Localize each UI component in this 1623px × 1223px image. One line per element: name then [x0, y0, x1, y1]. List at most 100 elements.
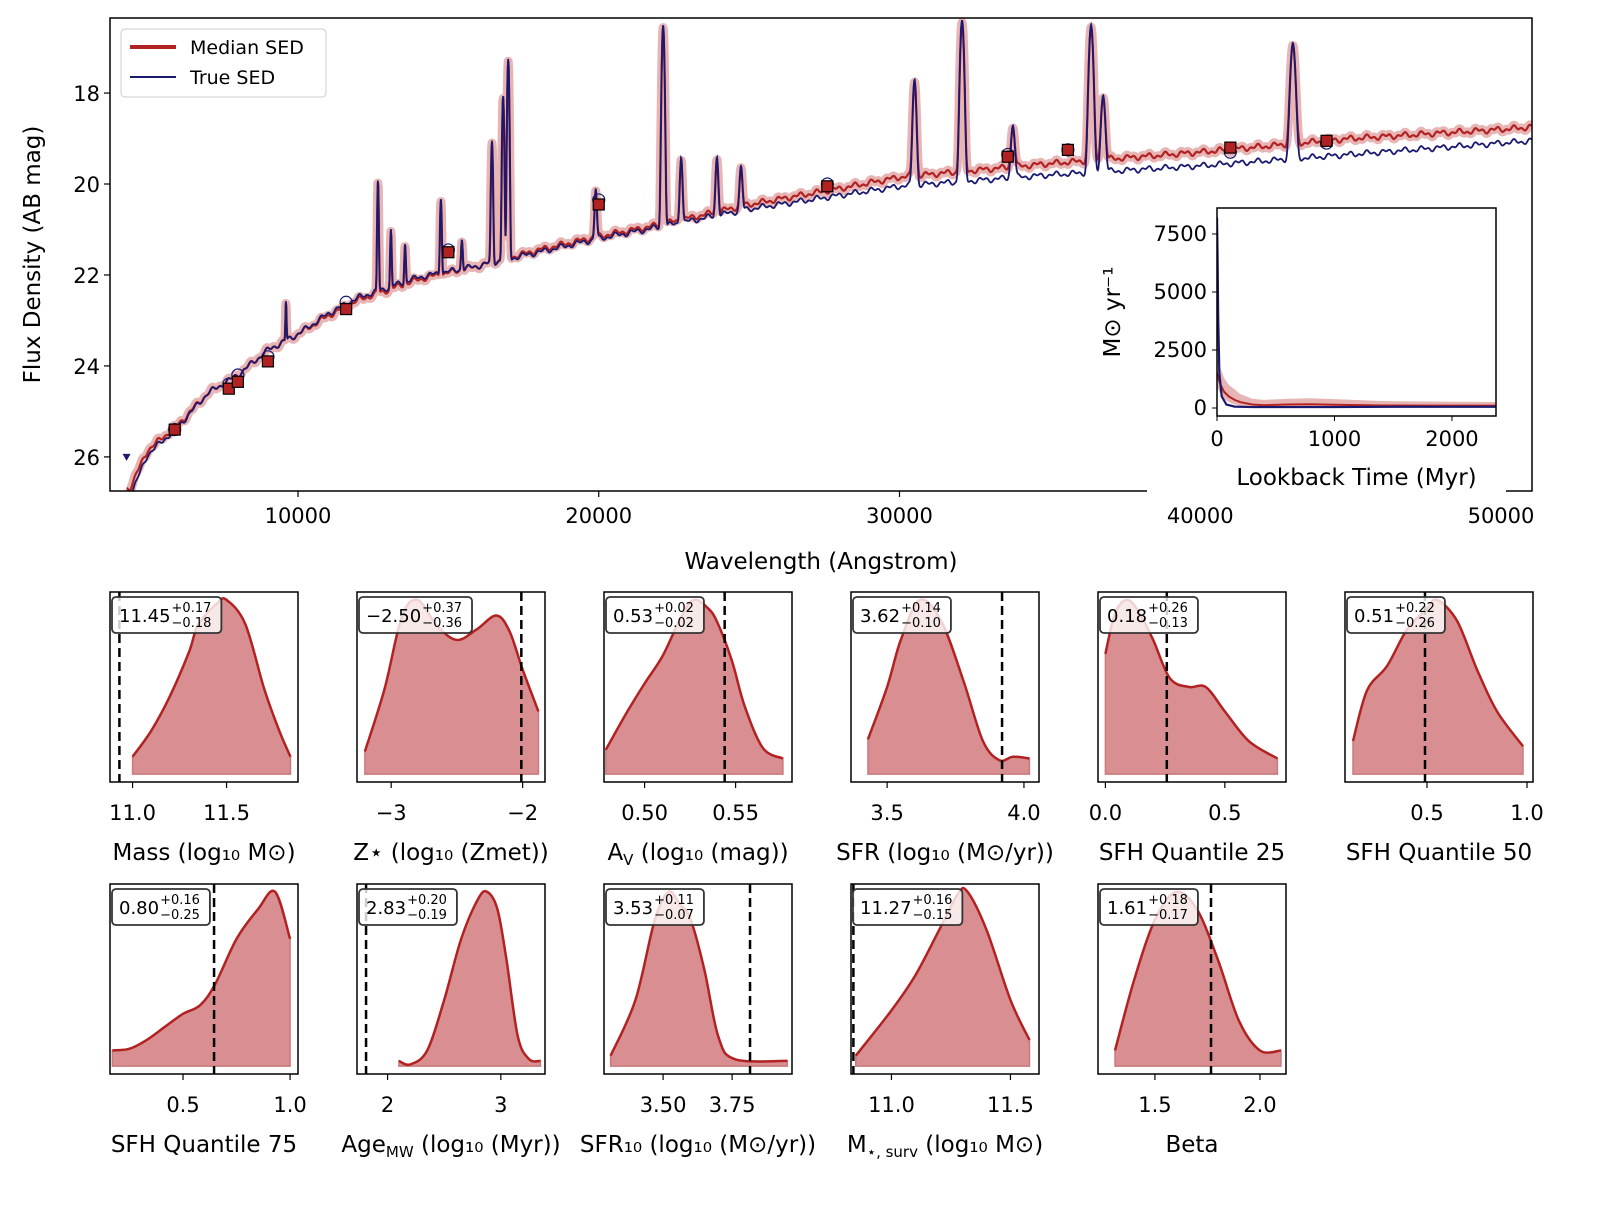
posterior-axis-label: SFH Quantile 75 — [111, 1132, 297, 1158]
annotation-median-value: −2.50 — [366, 606, 421, 627]
posterior-annotation: 0.51 +0.22−0.26 — [1346, 596, 1446, 634]
posterior-axis-label: AV (log₁₀ (mag)) — [607, 840, 788, 869]
model-photometry-point — [1001, 150, 1014, 163]
posterior-frame — [603, 591, 793, 783]
annotation-upper-error: +0.16 — [913, 893, 953, 908]
legend: Median SED True SED — [120, 28, 327, 98]
model-photometry-point — [592, 198, 605, 211]
upper-limit-marker — [122, 453, 131, 461]
inset-x-axis-label: Lookback Time (Myr) — [1236, 465, 1476, 491]
x-tick-label: 0.50 — [621, 801, 668, 825]
posterior-annotation: 0.53 +0.02−0.02 — [605, 596, 705, 634]
x-tick-label: 3.75 — [709, 1093, 756, 1117]
label-main: Age — [341, 1132, 385, 1158]
posterior-frame — [109, 591, 299, 783]
x-tick-label: −2 — [507, 801, 538, 825]
x-tick-label: 30000 — [866, 504, 933, 528]
annotation-box — [1099, 888, 1199, 926]
model-photometry-point — [1320, 134, 1333, 147]
x-tick-label: −3 — [376, 801, 407, 825]
x-tick-label: 0.55 — [712, 801, 759, 825]
x-axis-label: Wavelength (Angstrom) — [684, 549, 957, 575]
label-main: M — [847, 1132, 867, 1158]
sed-plot-frame — [109, 17, 1533, 492]
y-tick-label: 26 — [73, 446, 100, 470]
inset-x-tick-label: 1000 — [1308, 427, 1361, 451]
inset-y-axis-label: M⊙ yr⁻¹ — [1100, 267, 1126, 358]
posterior-kde-line — [398, 889, 541, 1067]
x-tick-label: 11.0 — [868, 1093, 915, 1117]
x-tick-label: 4.0 — [1007, 801, 1040, 825]
sed-plot: 10000 20000 30000 40000 500001820222426Wavel… — [20, 17, 1535, 575]
y-axis-label: Flux Density (AB mag) — [20, 126, 46, 384]
annotation-upper-error: +0.02 — [654, 601, 694, 616]
x-tick-label: 20000 — [565, 504, 632, 528]
x-tick-label: 50000 — [1468, 504, 1535, 528]
label-main: SFR (log₁₀ (M⊙/yr)) — [836, 840, 1054, 866]
annotation-box — [358, 596, 473, 634]
annotation-lower-error: −0.02 — [654, 616, 694, 631]
annotation-lower-error: −0.25 — [160, 908, 200, 923]
posterior-annotation: 1.61 +0.18−0.17 — [1099, 888, 1199, 926]
label-main: SFH Quantile 75 — [111, 1132, 297, 1158]
model-photometry-point — [1224, 141, 1237, 154]
x-tick-label: 3.5 — [870, 801, 903, 825]
annotation-lower-error: −0.26 — [1395, 616, 1435, 631]
model-photometry-point — [442, 246, 455, 259]
annotation-upper-error: +0.11 — [654, 893, 694, 908]
true-sed-line — [131, 19, 1532, 491]
label-subscript: MW — [386, 1143, 414, 1161]
annotation-upper-error: +0.16 — [160, 893, 200, 908]
annotation-lower-error: −0.13 — [1148, 616, 1188, 631]
posterior-axis-label: SFR (log₁₀ (M⊙/yr)) — [836, 840, 1054, 866]
annotation-box — [605, 888, 705, 926]
posterior-panel: 1.61 +0.18−0.17 1.5 2.0 Beta — [1097, 883, 1287, 1158]
posterior-panel: 3.53 +0.11−0.07 3.50 3.75 SFR₁₀ (log₁₀ (M⊙/y… — [580, 883, 816, 1158]
x-tick-label: 3.50 — [640, 1093, 687, 1117]
posterior-annotation: −2.50 +0.37−0.36 — [358, 596, 473, 634]
posterior-annotation: 11.45 +0.17−0.18 — [111, 596, 223, 634]
x-tick-label: 40000 — [1167, 504, 1234, 528]
x-tick-label: 11.5 — [987, 1093, 1034, 1117]
posterior-panel: 0.80 +0.16−0.25 0.5 1.0 SFH Quantile 75 — [109, 883, 307, 1158]
annotation-median-value: 11.45 — [119, 606, 171, 627]
legend-true-label: True SED — [189, 67, 275, 89]
sfh-true-line — [1217, 217, 1496, 409]
annotation-box — [605, 596, 705, 634]
posterior-frame — [1097, 883, 1287, 1075]
posterior-panel: 0.51 +0.22−0.26 0.5 1.0 SFH Quantile 50 — [1344, 591, 1544, 866]
model-photometry-point — [1061, 143, 1075, 156]
x-tick-label: 0.5 — [1410, 801, 1443, 825]
inset-x-tick-label: 2000 — [1425, 427, 1478, 451]
annotation-median-value: 3.53 — [613, 898, 653, 919]
label-tail: (log₁₀ M⊙) — [918, 1132, 1043, 1158]
posterior-frame — [1097, 591, 1287, 783]
annotation-lower-error: −0.15 — [913, 908, 953, 923]
model-photometry-point — [261, 355, 275, 368]
annotation-box — [852, 888, 964, 926]
annotation-median-value: 11.27 — [860, 898, 912, 919]
x-tick-label: 0.0 — [1089, 801, 1122, 825]
posterior-panel: 0.18 +0.26−0.13 0.0 0.5 SFH Quantile 25 — [1089, 591, 1287, 866]
annotation-upper-error: +0.22 — [1395, 601, 1435, 616]
posterior-plot-area — [363, 592, 540, 782]
posterior-kde-line — [363, 598, 540, 752]
posterior-frame — [1344, 591, 1534, 783]
label-tail: (log₁₀ (Myr)) — [414, 1132, 561, 1158]
posterior-kde-line — [112, 889, 292, 1052]
label-tail: (log₁₀ (mag)) — [633, 840, 788, 866]
annotation-median-value: 0.80 — [119, 898, 159, 919]
inset-y-tick-label: 7500 — [1154, 222, 1207, 246]
model-photometry-point — [340, 302, 353, 316]
annotation-box — [1346, 596, 1446, 634]
annotation-lower-error: −0.18 — [172, 616, 212, 631]
y-tick-label: 18 — [73, 82, 100, 106]
posterior-axis-label: Beta — [1165, 1132, 1218, 1158]
posterior-frame — [356, 883, 546, 1075]
x-tick-label: 11.0 — [109, 801, 156, 825]
inset-y-tick-label: 2500 — [1154, 338, 1207, 362]
x-tick-label: 1.0 — [1510, 801, 1543, 825]
annotation-median-value: 0.18 — [1107, 606, 1147, 627]
x-tick-label: 10000 — [265, 504, 332, 528]
